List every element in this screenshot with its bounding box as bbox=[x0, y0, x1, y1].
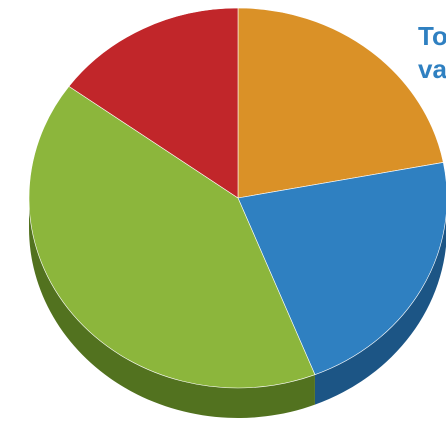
pie-top-layer bbox=[28, 7, 446, 389]
pie-slice-side-3 bbox=[29, 198, 315, 419]
chart-title-line-1: To bbox=[418, 21, 446, 51]
pie-slice-1[interactable] bbox=[237, 7, 444, 199]
pie-slice-side-2 bbox=[314, 215, 446, 405]
chart-title-line-2: va bbox=[418, 54, 446, 84]
pie-slice-2[interactable] bbox=[237, 162, 446, 376]
pie-slice-4[interactable] bbox=[68, 7, 239, 199]
pie-slice-3[interactable] bbox=[28, 85, 316, 389]
pie-side-layer bbox=[29, 198, 446, 419]
